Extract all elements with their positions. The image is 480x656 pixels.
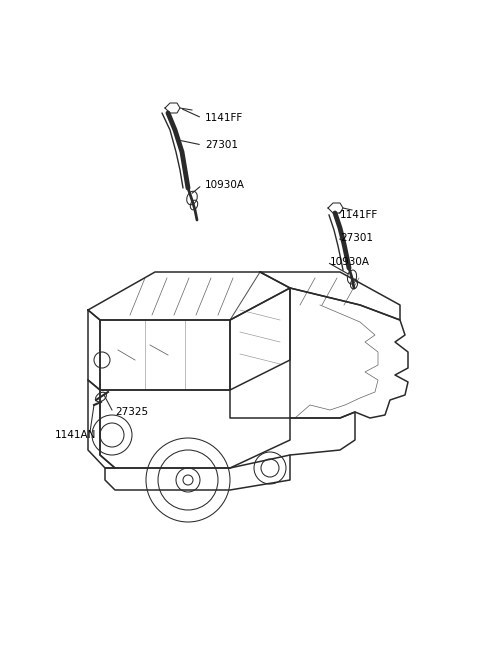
Text: 27325: 27325 [115,407,148,417]
Text: 10930A: 10930A [205,180,245,190]
Text: 1141FF: 1141FF [205,113,243,123]
Text: 1141FF: 1141FF [340,210,378,220]
Text: 27301: 27301 [205,140,238,150]
Text: 27301: 27301 [340,233,373,243]
Text: 10930A: 10930A [330,257,370,267]
Text: 1141AN: 1141AN [55,430,96,440]
